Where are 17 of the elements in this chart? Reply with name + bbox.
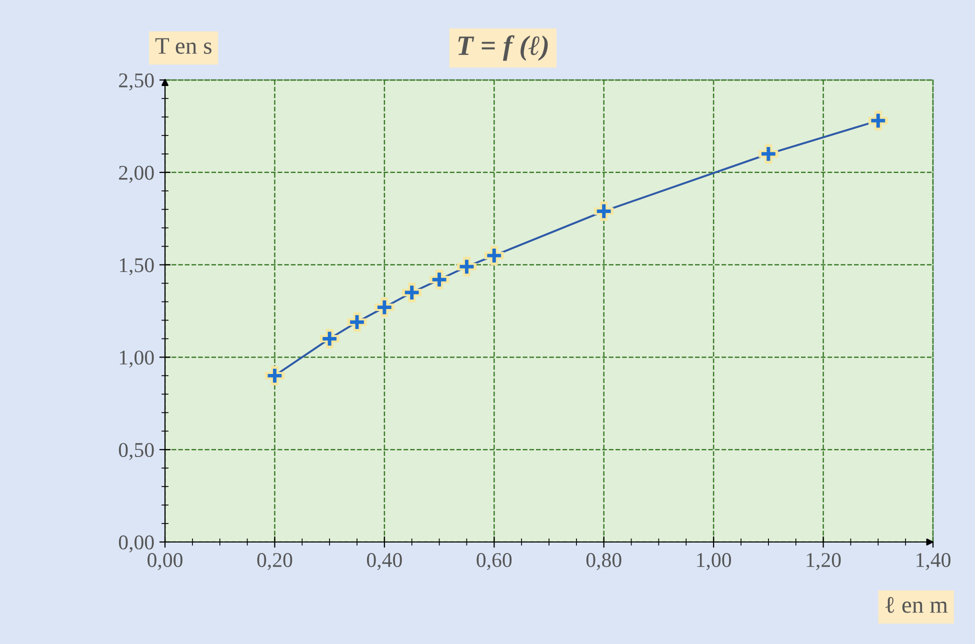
y-tick-label: 0,00	[118, 535, 154, 552]
x-tick-label: 0,60	[476, 553, 512, 570]
y-tick-label: 1,50	[120, 258, 154, 276]
x-tick-label: 1,20	[806, 553, 841, 570]
x-axis-title: ℓ en m	[886, 596, 948, 613]
x-tick-label: 1,40	[916, 553, 950, 570]
y-tick-label: 0,50	[118, 442, 154, 460]
x-tick-label: 0,20	[257, 553, 292, 570]
y-tick-label: 1,00	[120, 350, 154, 368]
y-axis-title: T en s	[155, 38, 212, 54]
y-tick-label: 2,00	[119, 166, 154, 183]
x-tick-label: 1,00	[697, 553, 732, 570]
x-tick-label: 0,00	[148, 553, 182, 570]
x-tick-label: 0,40	[366, 553, 402, 570]
x-tick-label: 0,80	[586, 553, 622, 570]
chart-title: T = f (ℓ)	[458, 35, 548, 61]
y-tick-label: 2,50	[119, 73, 154, 90]
